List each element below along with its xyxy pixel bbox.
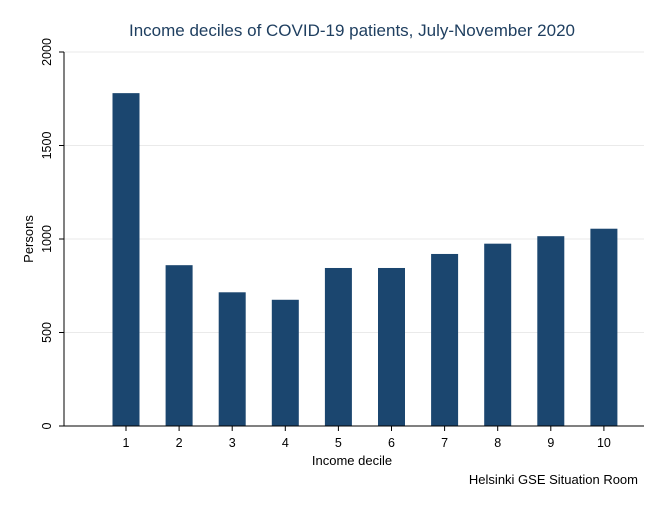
y-tick-label: 1000 xyxy=(40,225,54,253)
x-tick-label: 3 xyxy=(229,436,236,450)
y-tick-label: 1500 xyxy=(40,132,54,160)
x-tick-label: 2 xyxy=(176,436,183,450)
bar-decile-7 xyxy=(431,253,459,426)
bar-decile-6 xyxy=(378,267,405,426)
bar-decile-2 xyxy=(165,265,193,426)
bars xyxy=(112,93,618,426)
chart-title: Income deciles of COVID-19 patients, Jul… xyxy=(129,21,575,40)
source-note: Helsinki GSE Situation Room xyxy=(469,472,638,487)
bar-decile-9 xyxy=(537,236,565,426)
y-ticks: 0 500 1000 1500 2000 xyxy=(40,38,64,429)
y-tick-label: 0 xyxy=(40,422,54,429)
x-tick-label: 6 xyxy=(388,436,395,450)
y-tick-label: 500 xyxy=(40,322,54,343)
bar-decile-8 xyxy=(484,243,512,426)
bar-decile-3 xyxy=(218,292,246,426)
x-tick-label: 8 xyxy=(494,436,501,450)
x-ticks: 1 2 3 4 5 6 7 8 9 10 xyxy=(123,426,611,450)
x-axis-title: Income decile xyxy=(312,453,392,468)
y-tick-label: 2000 xyxy=(40,38,54,66)
y-axis-title: Persons xyxy=(21,215,36,263)
bar-decile-10 xyxy=(590,228,618,426)
x-tick-label: 10 xyxy=(597,436,611,450)
bar-decile-5 xyxy=(324,267,352,426)
x-tick-label: 5 xyxy=(335,436,342,450)
x-tick-label: 7 xyxy=(441,436,448,450)
x-tick-label: 4 xyxy=(282,436,289,450)
x-tick-label: 9 xyxy=(547,436,554,450)
bar-decile-4 xyxy=(271,299,299,426)
x-tick-label: 1 xyxy=(123,436,130,450)
bar-decile-1 xyxy=(112,93,140,426)
